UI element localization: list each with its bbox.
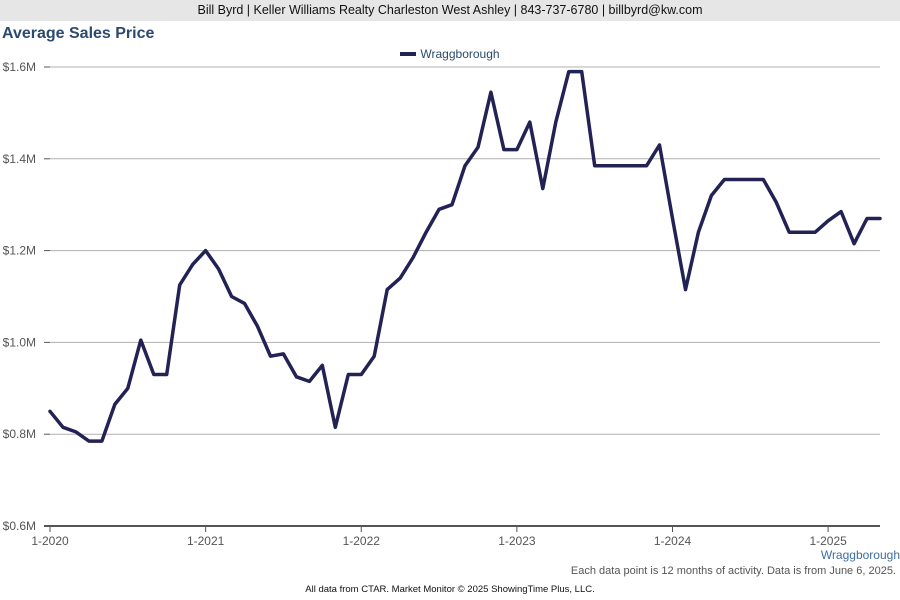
x-tick-label: 1-2021 [187,534,225,548]
y-tick-label: $1.0M [3,335,36,349]
chart-title: Average Sales Price [2,25,155,42]
y-tick-label: $1.2M [3,244,36,258]
y-tick-label: $0.6M [3,519,36,533]
y-tick-label: $1.6M [3,60,36,74]
legend-label: Wraggborough [420,46,500,61]
x-tick-label: 1-2023 [498,534,536,548]
series-line [48,69,882,443]
contact-header: Bill Byrd | Keller Williams Realty Charl… [0,0,900,21]
data-note: Each data point is 12 months of activity… [570,565,896,577]
contact-text: Bill Byrd | Keller Williams Realty Charl… [197,3,703,17]
x-tick-label: 1-2025 [809,534,847,548]
series-label: Wraggborough [820,548,900,562]
x-tick-label: 1-2024 [654,534,692,548]
x-tick-label: 1-2020 [31,534,69,548]
legend-swatch [400,51,417,56]
x-tick-label: 1-2022 [343,534,381,548]
line-chart: $0.6M $0.8M $1.0M $1.2M $1.4M $1.6M 1-2020 1-20… [3,60,882,548]
chart-legend: Wraggborough [0,46,900,61]
y-tick-label: $1.4M [3,152,36,166]
y-tick-label: $0.8M [3,427,36,441]
footer-credit: All data from CTAR. Market Monitor © 202… [305,584,595,595]
